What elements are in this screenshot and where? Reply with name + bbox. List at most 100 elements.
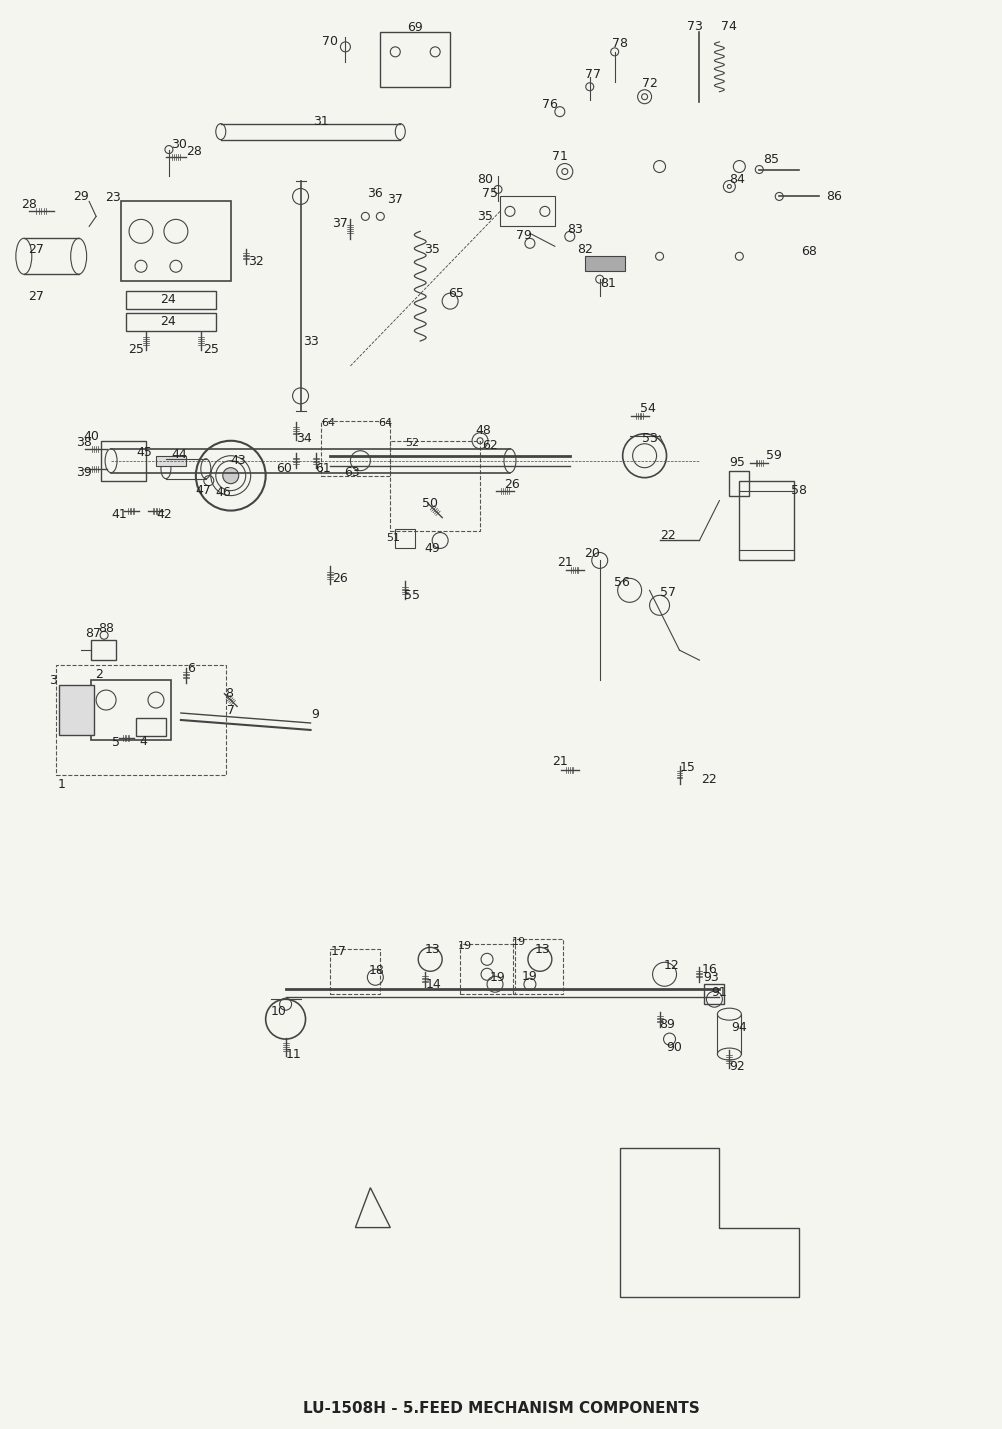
Text: 18: 18 <box>369 963 385 977</box>
Bar <box>156 456 186 466</box>
Text: 27: 27 <box>28 290 44 303</box>
Text: 64: 64 <box>379 417 393 427</box>
Text: 5: 5 <box>112 736 120 749</box>
Text: 40: 40 <box>83 430 99 443</box>
Text: 19: 19 <box>512 937 526 947</box>
Text: 64: 64 <box>322 417 336 427</box>
Text: 24: 24 <box>160 293 175 306</box>
Text: 46: 46 <box>214 486 230 499</box>
Text: 61: 61 <box>316 462 332 476</box>
Bar <box>126 313 215 332</box>
Text: 19: 19 <box>458 942 472 952</box>
Text: 62: 62 <box>482 439 498 452</box>
Text: 50: 50 <box>422 497 438 510</box>
Text: 41: 41 <box>111 509 127 522</box>
Text: 3: 3 <box>49 673 57 686</box>
Text: 93: 93 <box>703 970 719 983</box>
Text: 55: 55 <box>404 589 420 602</box>
Text: 90: 90 <box>666 1040 682 1053</box>
Text: 13: 13 <box>535 943 551 956</box>
Bar <box>396 529 415 549</box>
Text: 8: 8 <box>224 686 232 700</box>
Text: 71: 71 <box>552 150 568 163</box>
Bar <box>331 949 381 995</box>
Text: 94: 94 <box>731 1020 747 1033</box>
Text: 9: 9 <box>312 709 320 722</box>
Text: 37: 37 <box>388 193 403 206</box>
Bar <box>500 196 555 226</box>
Text: 52: 52 <box>405 437 419 447</box>
Text: 70: 70 <box>323 36 339 49</box>
Text: 78: 78 <box>611 37 627 50</box>
Text: 33: 33 <box>303 334 319 347</box>
Text: 91: 91 <box>711 986 727 999</box>
Text: 26: 26 <box>333 572 349 584</box>
Text: 60: 60 <box>276 462 292 476</box>
Text: 92: 92 <box>729 1059 745 1073</box>
Text: 34: 34 <box>296 432 312 446</box>
Bar <box>391 440 480 530</box>
Text: 12: 12 <box>663 959 679 972</box>
Bar <box>460 945 515 995</box>
Text: 35: 35 <box>477 210 493 223</box>
Text: 44: 44 <box>171 449 186 462</box>
Text: 42: 42 <box>156 509 171 522</box>
Bar <box>381 31 450 87</box>
Text: 75: 75 <box>482 187 498 200</box>
Text: 73: 73 <box>686 20 702 33</box>
Text: 17: 17 <box>331 945 347 957</box>
Text: 65: 65 <box>448 287 464 300</box>
Text: 2: 2 <box>95 667 103 680</box>
Text: 95: 95 <box>729 456 745 469</box>
Text: 36: 36 <box>368 187 383 200</box>
Text: 27: 27 <box>28 243 44 256</box>
Text: 28: 28 <box>21 199 37 211</box>
Text: 22: 22 <box>701 773 717 786</box>
Text: 20: 20 <box>584 547 599 560</box>
Text: 88: 88 <box>98 622 114 634</box>
Bar <box>91 640 116 660</box>
Text: 86: 86 <box>826 190 842 203</box>
Bar <box>704 985 724 1005</box>
Text: 82: 82 <box>577 243 593 256</box>
Text: 58: 58 <box>792 484 808 497</box>
Text: 19: 19 <box>490 970 506 983</box>
Text: 25: 25 <box>128 343 144 356</box>
Text: 28: 28 <box>186 146 201 159</box>
Text: 56: 56 <box>614 576 629 589</box>
Bar <box>513 939 563 995</box>
Text: 4: 4 <box>139 736 147 749</box>
Bar <box>126 292 215 309</box>
Text: 21: 21 <box>552 756 568 769</box>
Text: 24: 24 <box>160 314 175 327</box>
Bar <box>56 664 225 775</box>
Text: 84: 84 <box>729 173 745 186</box>
Text: 37: 37 <box>333 217 349 230</box>
Text: 85: 85 <box>764 153 780 166</box>
Text: 63: 63 <box>345 466 361 479</box>
Text: 72: 72 <box>641 77 657 90</box>
Bar <box>91 680 171 740</box>
Text: 74: 74 <box>721 20 737 33</box>
Text: LU-1508H - 5.FEED MECHANISM COMPONENTS: LU-1508H - 5.FEED MECHANISM COMPONENTS <box>303 1400 699 1416</box>
Text: 11: 11 <box>286 1047 302 1060</box>
Text: 77: 77 <box>585 69 601 81</box>
Text: 21: 21 <box>557 556 573 569</box>
Text: 29: 29 <box>73 190 89 203</box>
Text: 45: 45 <box>136 446 152 459</box>
Text: 35: 35 <box>424 243 440 256</box>
Text: 38: 38 <box>76 436 92 449</box>
Bar <box>729 470 749 496</box>
Text: 49: 49 <box>424 542 440 554</box>
Circle shape <box>222 467 238 483</box>
Text: 68: 68 <box>802 244 817 257</box>
Text: 80: 80 <box>477 173 493 186</box>
Text: 79: 79 <box>516 229 532 242</box>
Bar <box>321 420 391 476</box>
Text: 13: 13 <box>424 943 440 956</box>
Text: 57: 57 <box>659 586 675 599</box>
Text: 83: 83 <box>567 223 583 236</box>
Text: 53: 53 <box>641 432 657 446</box>
Text: 51: 51 <box>387 533 401 543</box>
Text: 76: 76 <box>542 99 558 111</box>
